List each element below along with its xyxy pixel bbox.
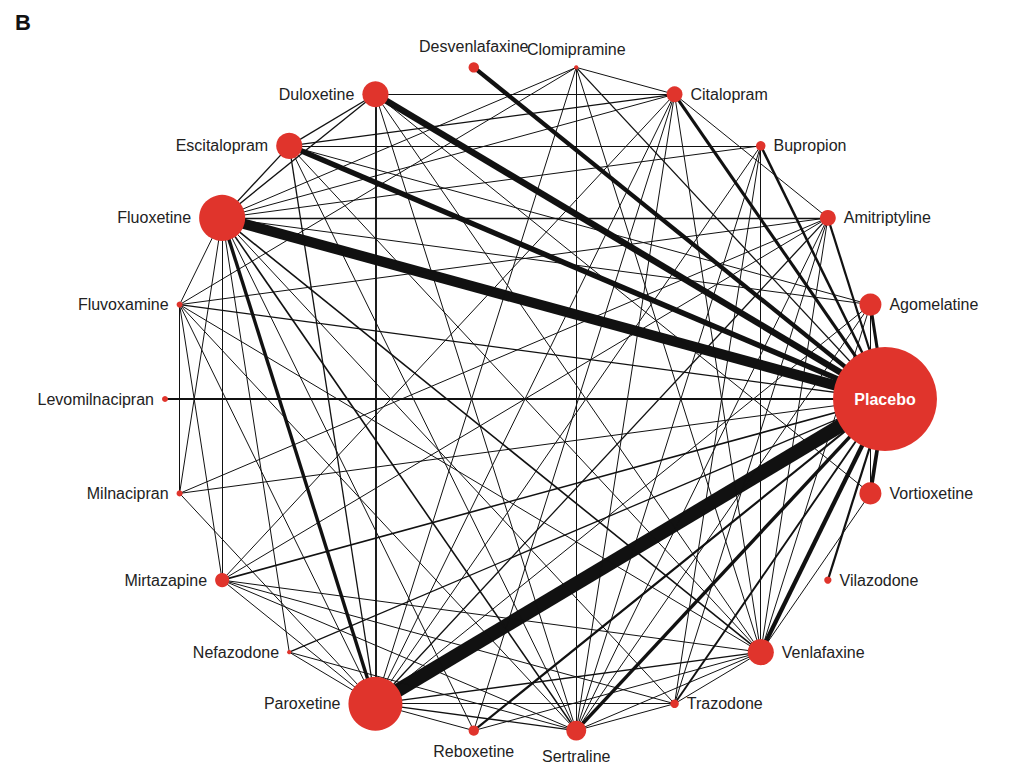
svg-text:Vortioxetine: Vortioxetine [889,485,973,502]
svg-text:Levomilnacipran: Levomilnacipran [37,391,154,408]
svg-text:Fluvoxamine: Fluvoxamine [78,296,169,313]
svg-text:Placebo: Placebo [854,391,916,408]
svg-text:Paroxetine: Paroxetine [264,695,341,712]
svg-text:Duloxetine: Duloxetine [279,86,355,103]
svg-text:Milnacipran: Milnacipran [87,485,169,502]
svg-text:Vilazodone: Vilazodone [840,572,919,589]
svg-text:Nefazodone: Nefazodone [193,644,279,661]
svg-text:Amitriptyline: Amitriptyline [844,209,931,226]
svg-text:Desvenlafaxine: Desvenlafaxine [419,38,529,55]
svg-text:B: B [15,10,31,35]
svg-text:Mirtazapine: Mirtazapine [124,572,207,589]
svg-text:Citalopram: Citalopram [690,86,767,103]
svg-text:Venlafaxine: Venlafaxine [782,644,865,661]
svg-text:Trazodone: Trazodone [687,695,763,712]
svg-text:Bupropion: Bupropion [773,137,846,154]
svg-text:Reboxetine: Reboxetine [433,743,514,760]
svg-text:Sertraline: Sertraline [542,748,611,765]
svg-text:Fluoxetine: Fluoxetine [117,209,191,226]
svg-text:Agomelatine: Agomelatine [889,296,978,313]
svg-text:Clomipramine: Clomipramine [527,41,626,58]
svg-text:Escitalopram: Escitalopram [176,137,268,154]
